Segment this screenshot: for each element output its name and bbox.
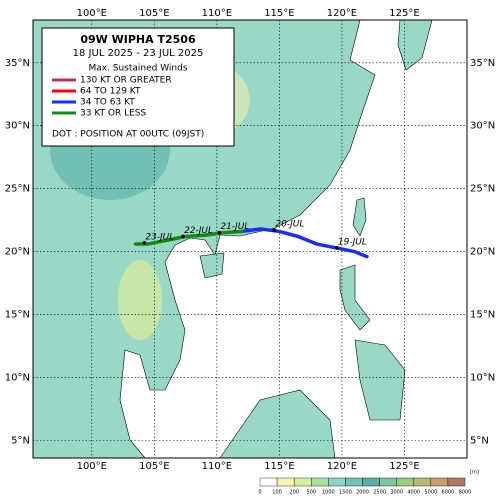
scale-color [345,477,363,487]
date-label: 22-JUL [184,226,213,236]
legend-note: DOT : POSITION AT 00UTC (09JST) [52,130,204,140]
storm-name: 09W WIPHA T2506 [80,33,196,46]
lat-label-right: 30°N [470,121,495,132]
period: 18 JUL 2025 - 23 JUL 2025 [73,48,204,59]
lat-label-left: 25°N [5,184,30,195]
scale-color [379,477,397,487]
date-label: 21-JUL [220,222,249,232]
legend-label: 33 KT OR LESS [80,109,146,119]
lat-label-right: 20°N [470,247,495,258]
scale-color [311,477,329,487]
scale-color [259,477,278,487]
hainan [199,252,225,279]
lon-label-bottom: 105°E [139,461,169,472]
lon-label-bottom: 100°E [77,461,107,472]
scale-tick-label: 100 [272,490,282,496]
scale-color [430,477,449,487]
scale-color [447,477,466,487]
track: 19-JUL 20-JUL 21-JUL 22-JUL 23-JUL [133,220,369,259]
lat-label-left: 20°N [5,247,30,258]
scale-tick-label: 200 [289,490,299,496]
lat-label-right: 10°N [470,372,495,383]
lat-label-right: 15°N [470,310,495,321]
legend-label: 130 KT OR GREATER [80,76,172,86]
scale-color [276,477,295,487]
track-segment [240,227,369,259]
legend-heading: Max. Sustained Winds [88,64,187,74]
lat-label-right: 25°N [470,184,495,195]
lat-label-left: 10°N [5,372,30,383]
lon-label-bottom: 120°E [327,461,357,472]
lon-label-bottom: 110°E [202,461,232,472]
scale-tick-label: 500 [306,490,316,496]
scale-unit: [m] [470,470,479,476]
scale-tick-label: 3000 [390,490,403,496]
legend-label: 34 TO 63 KT [80,98,135,108]
lat-label-right: 35°N [470,58,495,69]
luzon [339,264,371,331]
position-dot [272,228,277,232]
position-dot [335,246,339,250]
scale-color [328,477,346,487]
scale-color [293,477,312,487]
lat-label-left: 5°N [11,435,30,446]
scale-color [362,477,380,487]
scale-tick-label: 8000 [459,490,472,496]
scale-tick-label: 2500 [373,490,386,496]
position-dot [217,230,222,235]
lat-label-left: 35°N [5,58,30,69]
lowland [118,260,162,340]
scale-tick-label: 6000 [442,490,455,496]
lon-label-bottom: 115°E [264,461,294,472]
scale-tick-label: 1000 [322,490,335,496]
map-frame [32,19,468,459]
lat-label-right: 5°N [470,435,489,446]
lat-label-left: 30°N [5,121,30,132]
legend-box [41,27,235,147]
scale-tick-label: 0 [258,490,261,496]
taiwan [352,197,367,237]
track-segment [133,229,244,246]
lon-label-top: 110°E [202,8,232,19]
legend: 09W WIPHA T2506 18 JUL 2025 - 23 JUL 202… [41,27,235,147]
lon-label-top: 100°E [77,8,107,19]
date-label: 20-JUL [275,220,304,230]
date-label: 19-JUL [338,237,367,247]
lat-label-left: 15°N [5,310,30,321]
scale-color [413,477,432,487]
borneo [219,389,336,459]
mindanao-visayas [354,339,406,421]
lon-label-bottom: 125°E [389,461,419,472]
lon-label-top: 120°E [327,8,357,19]
elevation-scale: 0 100 200 500 1000 1500 2000 2500 3000 4000 5000 60… [258,470,478,496]
date-label: 23-JUL [145,232,174,242]
lon-label-top: 105°E [139,8,169,19]
scale-tick-label: 1500 [339,490,352,496]
position-dot [181,234,185,239]
legend-label: 64 TO 129 KT [80,87,141,97]
lon-label-top: 115°E [264,8,294,19]
scale-tick-label: 4000 [407,490,420,496]
graticule: 100°E 100°E 105°E 105°E 110°E 110°E 115°E 115°E… [5,8,495,472]
position-dot [142,240,147,245]
lon-label-top: 125°E [389,8,419,19]
scale-tick-label: 5000 [424,490,437,496]
scale-color [396,477,414,487]
scale-tick-label: 2000 [356,490,369,496]
